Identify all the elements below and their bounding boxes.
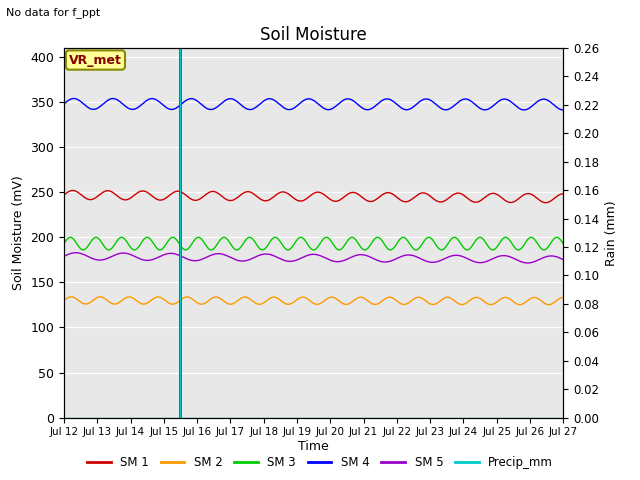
SM 5: [92, 257, 99, 263]
SM 1: [351, 190, 358, 195]
Precip_mm: [60, 415, 68, 420]
SM 2: [351, 297, 358, 303]
SM 5: [559, 257, 567, 263]
Line: SM 4: SM 4: [64, 98, 563, 110]
SM 3: [92, 235, 99, 240]
SM 1: [60, 192, 68, 198]
SM 5: [524, 260, 531, 266]
SM 3: [492, 246, 499, 252]
SM 4: [92, 106, 99, 112]
SM 5: [364, 253, 371, 259]
SM 1: [69, 188, 77, 193]
SM 5: [351, 253, 358, 259]
Text: VR_met: VR_met: [69, 54, 122, 67]
Precip_mm: [559, 415, 567, 420]
SM 2: [559, 295, 567, 300]
Line: SM 1: SM 1: [64, 191, 563, 203]
SM 3: [380, 240, 387, 245]
SM 1: [92, 195, 99, 201]
Title: Soil Moisture: Soil Moisture: [260, 25, 367, 44]
Y-axis label: Rain (mm): Rain (mm): [605, 200, 618, 265]
SM 2: [364, 298, 371, 303]
SM 1: [379, 192, 387, 197]
SM 3: [440, 246, 448, 252]
Precip_mm: [439, 415, 447, 420]
SM 2: [545, 302, 553, 308]
SM 5: [491, 255, 499, 261]
SM 3: [297, 234, 305, 240]
Y-axis label: Soil Moisture (mV): Soil Moisture (mV): [12, 175, 25, 290]
Text: No data for f_ppt: No data for f_ppt: [6, 7, 100, 18]
Line: SM 5: SM 5: [64, 252, 563, 263]
SM 2: [60, 298, 68, 303]
Line: SM 3: SM 3: [64, 237, 563, 250]
Precip_mm: [378, 415, 386, 420]
Precip_mm: [490, 415, 498, 420]
X-axis label: Time: Time: [298, 440, 329, 453]
SM 4: [379, 97, 387, 103]
SM 3: [60, 241, 68, 247]
SM 3: [559, 241, 567, 247]
Line: SM 2: SM 2: [64, 297, 563, 305]
SM 4: [440, 107, 447, 112]
SM 4: [491, 102, 499, 108]
SM 2: [92, 296, 99, 301]
SM 4: [559, 107, 567, 113]
SM 3: [364, 245, 372, 251]
Precip_mm: [363, 415, 371, 420]
SM 2: [68, 294, 76, 300]
SM 2: [440, 296, 447, 301]
SM 1: [559, 191, 567, 197]
SM 4: [70, 96, 78, 101]
SM 3: [351, 236, 359, 242]
SM 2: [491, 300, 499, 306]
SM 5: [72, 250, 80, 255]
SM 4: [351, 99, 358, 105]
SM 5: [440, 256, 447, 262]
Precip_mm: [91, 415, 99, 420]
SM 3: [79, 247, 87, 253]
SM 2: [379, 298, 387, 303]
SM 1: [542, 200, 550, 205]
SM 4: [60, 101, 68, 107]
SM 1: [491, 191, 499, 196]
SM 1: [440, 199, 447, 204]
SM 4: [364, 107, 371, 113]
SM 5: [60, 253, 68, 259]
Precip_mm: [350, 415, 358, 420]
SM 5: [379, 259, 387, 264]
SM 1: [364, 198, 371, 204]
Legend: SM 1, SM 2, SM 3, SM 4, SM 5, Precip_mm: SM 1, SM 2, SM 3, SM 4, SM 5, Precip_mm: [83, 452, 557, 474]
